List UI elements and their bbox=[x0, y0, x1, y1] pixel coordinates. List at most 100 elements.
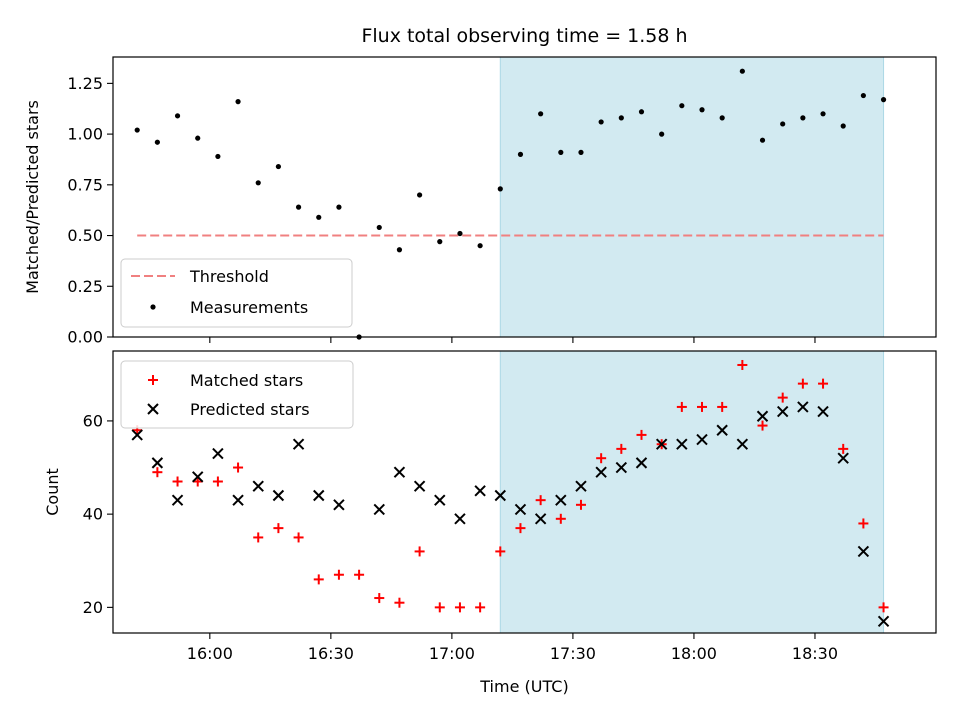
predicted-star-point bbox=[474, 485, 486, 497]
measurement-point bbox=[174, 113, 181, 119]
matched-star-point bbox=[777, 392, 788, 403]
measurement-point bbox=[195, 135, 201, 141]
measurement-point bbox=[477, 243, 483, 249]
observing-window-shade bbox=[499, 56, 885, 338]
measurement-point bbox=[497, 186, 503, 192]
measurement-point bbox=[759, 137, 766, 143]
matched-star-point bbox=[333, 569, 344, 580]
y-tick-label: 0.50 bbox=[67, 226, 103, 245]
predicted-star-point bbox=[736, 438, 749, 450]
measurement-point bbox=[154, 139, 160, 145]
matched-star-point bbox=[838, 443, 849, 454]
measurement-point bbox=[396, 247, 403, 253]
measurement-point bbox=[820, 111, 826, 117]
measurement-point bbox=[376, 224, 382, 231]
predicted-star-point bbox=[595, 466, 607, 478]
measurement-point bbox=[860, 92, 866, 99]
matched-star-point bbox=[172, 476, 183, 487]
matched-star-point bbox=[253, 532, 264, 543]
predicted-star-point bbox=[454, 513, 466, 525]
legend-predicted-swatch bbox=[147, 403, 159, 415]
matched-star-point bbox=[374, 593, 385, 604]
matched-star-point bbox=[233, 462, 244, 473]
measurement-point bbox=[275, 163, 282, 170]
legend-predicted-label: Predicted stars bbox=[190, 400, 310, 419]
matched-star-point bbox=[676, 401, 687, 412]
measurement-point bbox=[437, 239, 443, 245]
measurement-point bbox=[255, 180, 261, 186]
predicted-star-point bbox=[857, 545, 870, 558]
matched-star-point bbox=[273, 523, 284, 534]
matched-star-point bbox=[394, 597, 405, 608]
legend-measurements-swatch bbox=[150, 304, 156, 310]
measurement-point bbox=[417, 192, 423, 198]
predicted-star-point bbox=[555, 494, 567, 506]
matched-star-point bbox=[636, 429, 647, 440]
predicted-star-point bbox=[272, 489, 285, 502]
measurement-point bbox=[558, 149, 564, 155]
y-tick-label: 60 bbox=[83, 411, 103, 430]
predicted-star-point bbox=[534, 513, 547, 525]
predicted-star-point bbox=[212, 447, 224, 460]
x-tick-label: 16:00 bbox=[187, 644, 233, 663]
matched-star-point bbox=[717, 401, 728, 412]
predicted-star-point bbox=[676, 438, 688, 450]
measurement-point bbox=[457, 230, 463, 237]
matched-star-point bbox=[818, 378, 829, 389]
top-legend: Threshold Measurements bbox=[120, 258, 353, 328]
predicted-star-point bbox=[575, 480, 587, 492]
bottom-panel: 20 40 60 16:00 16:30 17:00 17:30 18:00 18:30 Co… bbox=[43, 350, 937, 696]
chart-title: Flux total observing time = 1.58 h bbox=[361, 25, 687, 47]
matched-star-point bbox=[555, 513, 566, 524]
bottom-x-ticks: 16:00 16:30 17:00 17:30 18:00 18:30 bbox=[187, 633, 838, 663]
legend-matched-swatch bbox=[148, 375, 158, 385]
top-y-axis-label: Matched/Predicted stars bbox=[23, 100, 42, 294]
predicted-star-point bbox=[413, 480, 426, 492]
measurement-point bbox=[538, 111, 544, 117]
predicted-star-point bbox=[373, 503, 385, 516]
legend-plus-marker bbox=[148, 375, 158, 385]
bottom-y-ticks: 20 40 60 bbox=[83, 411, 113, 617]
measurement-point bbox=[699, 107, 705, 113]
x-tick-label: 17:00 bbox=[429, 644, 475, 663]
predicted-star-point bbox=[655, 438, 668, 450]
y-tick-label: 40 bbox=[83, 505, 103, 524]
y-tick-label: 0.00 bbox=[67, 328, 103, 347]
measurement-point bbox=[800, 115, 806, 121]
predicted-star-point bbox=[817, 405, 829, 418]
matched-star-point bbox=[535, 495, 546, 506]
measurement-point bbox=[517, 151, 524, 157]
measurement-point bbox=[134, 127, 140, 133]
measurement-point bbox=[578, 149, 584, 155]
matched-star-point bbox=[757, 420, 768, 431]
predicted-star-point bbox=[514, 503, 527, 516]
predicted-star-point bbox=[333, 499, 345, 511]
y-tick-label: 20 bbox=[83, 598, 103, 617]
predicted-star-point bbox=[756, 410, 769, 422]
x-tick-label: 17:30 bbox=[550, 644, 596, 663]
matched-star-point bbox=[575, 499, 586, 510]
matched-star-point bbox=[354, 569, 365, 580]
observing-window-shade-bottom bbox=[499, 350, 885, 634]
matched-star-point bbox=[697, 401, 708, 412]
matched-star-point bbox=[515, 523, 526, 534]
matched-star-point bbox=[475, 602, 486, 613]
measurement-point bbox=[638, 109, 645, 115]
bottom-panel-frame bbox=[112, 350, 937, 634]
matched-star-point bbox=[414, 546, 425, 557]
y-tick-label: 0.25 bbox=[67, 277, 103, 296]
matched-star-point bbox=[293, 532, 304, 543]
measurement-points bbox=[134, 68, 887, 340]
predicted-star-point bbox=[313, 489, 325, 502]
predicted-star-point bbox=[252, 480, 264, 492]
predicted-stars-points bbox=[131, 401, 890, 628]
matched-star-point bbox=[616, 443, 627, 454]
matched-star-point bbox=[495, 546, 506, 557]
matched-star-point bbox=[878, 602, 889, 613]
predicted-star-point bbox=[615, 461, 628, 474]
predicted-star-point bbox=[192, 471, 204, 483]
bottom-legend-box bbox=[120, 360, 354, 429]
measurement-point bbox=[316, 214, 322, 220]
x-tick-label: 18:30 bbox=[792, 644, 838, 663]
